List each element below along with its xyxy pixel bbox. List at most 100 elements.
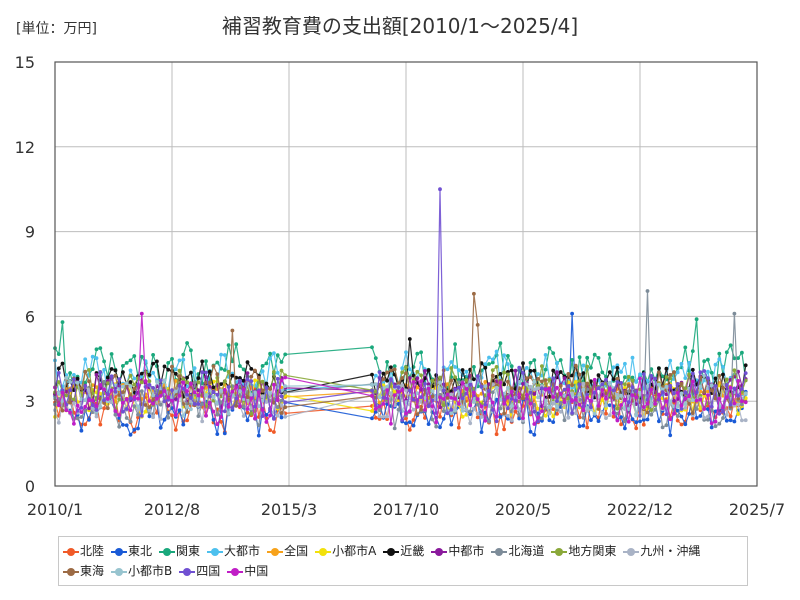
data-point xyxy=(234,385,239,390)
data-point xyxy=(709,388,714,393)
data-point xyxy=(706,376,710,380)
data-point xyxy=(717,357,722,361)
data-point xyxy=(162,364,167,369)
data-point xyxy=(483,418,488,423)
data-point xyxy=(158,402,163,407)
data-point xyxy=(528,360,533,365)
data-point xyxy=(219,400,224,405)
data-point xyxy=(279,368,284,373)
data-point xyxy=(724,413,729,417)
data-point xyxy=(75,376,80,381)
data-point xyxy=(558,409,563,414)
data-point xyxy=(415,385,420,390)
data-point xyxy=(370,393,374,398)
y-tick-label: 15 xyxy=(15,53,35,72)
data-point xyxy=(506,413,510,418)
data-point xyxy=(189,396,193,400)
data-point xyxy=(124,397,129,402)
data-point xyxy=(623,375,627,380)
data-point xyxy=(547,405,552,410)
data-point xyxy=(121,384,125,389)
data-point xyxy=(740,402,744,407)
data-point xyxy=(185,380,190,385)
data-point xyxy=(105,381,110,385)
data-point xyxy=(264,381,269,386)
data-point xyxy=(381,383,386,388)
data-point xyxy=(619,370,623,374)
data-point xyxy=(660,425,665,430)
data-point xyxy=(724,350,729,355)
data-point xyxy=(238,389,242,393)
y-tick-label: 0 xyxy=(25,477,35,496)
data-point xyxy=(124,361,129,365)
data-point xyxy=(256,433,261,438)
data-point xyxy=(275,353,280,358)
data-point xyxy=(94,373,99,377)
data-point xyxy=(136,404,140,409)
data-point xyxy=(626,374,631,379)
data-point xyxy=(736,402,740,407)
data-point xyxy=(509,368,514,373)
legend-item: 小都市B xyxy=(111,561,172,581)
data-point xyxy=(200,370,205,375)
data-point xyxy=(736,379,740,383)
data-point xyxy=(487,419,491,424)
data-point xyxy=(468,403,473,408)
data-point xyxy=(400,370,405,375)
data-point xyxy=(60,320,65,324)
data-point xyxy=(679,422,684,427)
legend-marker xyxy=(179,567,196,576)
data-point xyxy=(468,412,473,416)
data-point xyxy=(494,414,499,419)
data-point xyxy=(524,382,529,387)
data-point xyxy=(717,421,722,426)
data-point xyxy=(264,361,269,366)
data-point xyxy=(94,408,99,412)
data-point xyxy=(543,387,548,392)
data-point xyxy=(275,413,280,418)
data-point xyxy=(173,413,178,417)
data-point xyxy=(509,418,514,423)
data-point xyxy=(589,405,593,410)
data-point xyxy=(645,289,650,293)
data-point xyxy=(690,371,695,376)
data-point xyxy=(690,367,695,372)
data-point xyxy=(543,367,548,372)
data-point xyxy=(211,409,216,414)
data-point xyxy=(272,351,276,355)
data-point xyxy=(56,352,61,356)
data-point xyxy=(490,390,495,395)
data-point xyxy=(475,412,480,416)
data-point xyxy=(532,368,537,373)
data-point xyxy=(419,373,423,378)
data-point xyxy=(472,291,476,296)
data-point xyxy=(506,386,510,390)
data-point xyxy=(79,415,84,419)
data-point xyxy=(56,391,61,395)
data-point xyxy=(102,359,106,364)
data-point xyxy=(64,373,69,377)
data-point xyxy=(694,407,699,411)
data-point xyxy=(743,371,748,375)
data-point xyxy=(660,406,665,410)
data-point xyxy=(147,414,152,419)
data-point xyxy=(181,380,186,385)
data-point xyxy=(615,366,620,370)
data-point xyxy=(253,390,257,395)
data-point xyxy=(121,400,125,405)
data-point xyxy=(694,317,699,322)
data-point xyxy=(664,384,669,389)
data-point xyxy=(128,358,133,363)
data-point xyxy=(543,398,548,403)
data-point xyxy=(468,379,473,384)
data-point xyxy=(668,373,673,377)
data-point xyxy=(260,389,265,393)
data-point xyxy=(64,408,69,413)
data-point xyxy=(147,399,152,403)
data-point xyxy=(370,388,374,393)
data-point xyxy=(272,430,276,434)
legend-marker xyxy=(111,567,128,576)
data-point xyxy=(528,429,533,434)
data-point xyxy=(645,378,650,383)
data-point xyxy=(196,393,201,398)
